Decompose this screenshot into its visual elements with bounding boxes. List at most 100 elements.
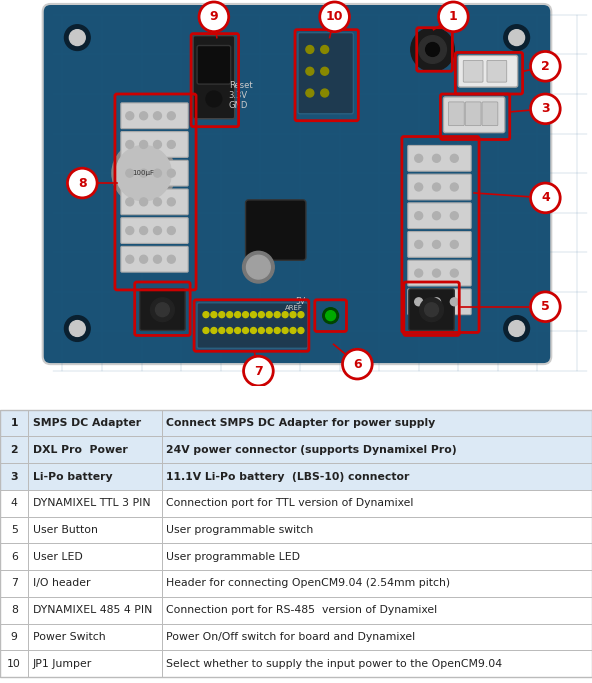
Circle shape — [266, 328, 272, 333]
FancyBboxPatch shape — [121, 103, 188, 128]
Circle shape — [451, 240, 458, 249]
Circle shape — [415, 154, 423, 163]
Circle shape — [140, 141, 147, 148]
Circle shape — [203, 311, 209, 318]
Circle shape — [211, 328, 217, 333]
Circle shape — [258, 311, 265, 318]
Bar — [28, 490, 162, 516]
Circle shape — [433, 298, 440, 306]
FancyBboxPatch shape — [121, 247, 188, 272]
Circle shape — [219, 328, 225, 333]
Circle shape — [530, 94, 560, 124]
FancyBboxPatch shape — [458, 55, 517, 87]
Circle shape — [65, 25, 90, 51]
Circle shape — [69, 29, 85, 46]
Bar — [28, 570, 162, 597]
Circle shape — [439, 2, 468, 31]
Bar — [0, 597, 592, 624]
Circle shape — [290, 311, 296, 318]
Circle shape — [274, 311, 280, 318]
Bar — [0, 516, 28, 544]
Circle shape — [227, 311, 233, 318]
Circle shape — [290, 328, 296, 333]
Text: 3: 3 — [541, 102, 549, 115]
Circle shape — [153, 169, 162, 177]
Bar — [0, 516, 592, 544]
Circle shape — [243, 311, 249, 318]
Circle shape — [420, 298, 443, 322]
Circle shape — [140, 198, 147, 206]
Circle shape — [206, 91, 222, 107]
Bar — [162, 463, 592, 490]
Text: Reset: Reset — [229, 81, 252, 90]
Text: 4: 4 — [11, 499, 18, 508]
Circle shape — [140, 169, 147, 177]
Circle shape — [306, 46, 314, 53]
Text: 8: 8 — [78, 176, 86, 190]
Bar — [0, 490, 28, 516]
Circle shape — [433, 240, 440, 249]
Circle shape — [415, 183, 423, 191]
Text: 11.1V Li-Po battery  (LBS-10) connector: 11.1V Li-Po battery (LBS-10) connector — [166, 471, 410, 482]
Circle shape — [509, 320, 525, 337]
Circle shape — [250, 328, 256, 333]
Text: 100µF: 100µF — [133, 170, 155, 176]
Circle shape — [199, 2, 229, 31]
Bar — [0, 463, 28, 490]
Bar — [0, 490, 592, 516]
Bar — [0, 410, 592, 677]
FancyBboxPatch shape — [197, 303, 308, 348]
FancyBboxPatch shape — [408, 174, 471, 200]
Circle shape — [258, 328, 265, 333]
FancyBboxPatch shape — [487, 60, 507, 82]
Circle shape — [530, 292, 560, 322]
Text: 8: 8 — [11, 605, 18, 615]
Circle shape — [140, 112, 147, 120]
Text: 9: 9 — [11, 632, 18, 642]
Text: 1: 1 — [11, 418, 18, 428]
Text: User programmable switch: User programmable switch — [166, 525, 314, 535]
FancyBboxPatch shape — [140, 289, 185, 331]
Circle shape — [168, 227, 175, 234]
Circle shape — [504, 25, 529, 51]
Circle shape — [168, 112, 175, 120]
Bar — [0, 650, 592, 677]
Circle shape — [219, 311, 225, 318]
Text: Connection port for RS-485  version of Dynamixel: Connection port for RS-485 version of Dy… — [166, 605, 437, 615]
Circle shape — [415, 298, 423, 306]
Text: DXL Pro  Power: DXL Pro Power — [33, 445, 127, 455]
Circle shape — [298, 311, 304, 318]
FancyBboxPatch shape — [408, 232, 471, 257]
Circle shape — [153, 227, 162, 234]
Circle shape — [509, 29, 525, 46]
Circle shape — [298, 328, 304, 333]
Circle shape — [250, 311, 256, 318]
FancyBboxPatch shape — [465, 102, 481, 126]
Text: Connect SMPS DC Adapter for power supply: Connect SMPS DC Adapter for power supply — [166, 418, 436, 428]
Text: User LED: User LED — [33, 552, 82, 561]
Circle shape — [246, 255, 271, 279]
Text: 9: 9 — [210, 10, 218, 23]
Circle shape — [168, 255, 175, 263]
Circle shape — [126, 112, 134, 120]
FancyBboxPatch shape — [121, 218, 188, 243]
FancyBboxPatch shape — [197, 46, 231, 84]
Text: 10: 10 — [326, 10, 343, 23]
Circle shape — [433, 183, 440, 191]
Bar — [0, 463, 592, 490]
Bar — [0, 410, 28, 436]
Text: SMPS DC Adapter: SMPS DC Adapter — [33, 418, 141, 428]
Circle shape — [150, 298, 174, 322]
Circle shape — [69, 320, 85, 337]
Bar — [162, 650, 592, 677]
FancyBboxPatch shape — [448, 102, 464, 126]
Circle shape — [266, 311, 272, 318]
Bar — [0, 544, 28, 570]
Circle shape — [168, 141, 175, 148]
FancyBboxPatch shape — [43, 4, 551, 364]
FancyBboxPatch shape — [408, 260, 471, 286]
Text: Power Switch: Power Switch — [33, 632, 105, 642]
Circle shape — [153, 255, 162, 263]
Text: GND: GND — [229, 101, 248, 110]
Bar — [28, 544, 162, 570]
